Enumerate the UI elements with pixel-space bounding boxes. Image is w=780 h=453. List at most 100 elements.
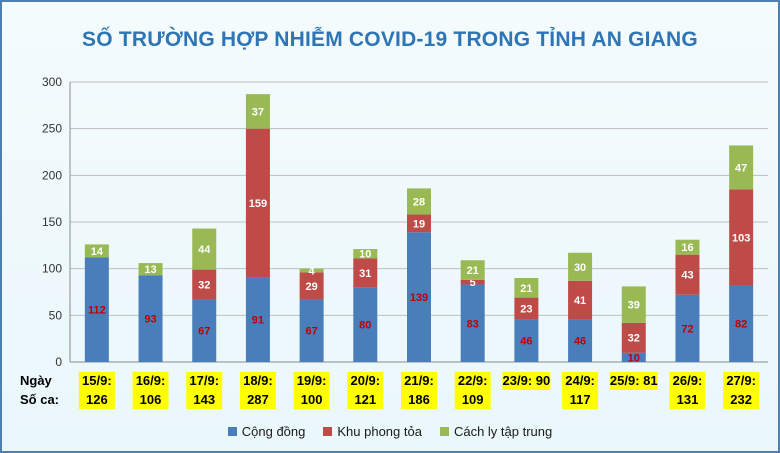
category-date-label: 21/9: (404, 373, 434, 388)
category-total-label: 109 (462, 392, 484, 407)
category-total-label: 186 (408, 392, 430, 407)
category-total-label: 126 (86, 392, 108, 407)
bar-segment-community (568, 319, 593, 362)
category-label-box (186, 372, 223, 409)
legend-swatch-community (227, 427, 237, 436)
bar-segment-community (675, 294, 700, 362)
bar-segment-community (192, 299, 217, 362)
data-label-community: 10 (628, 352, 640, 364)
data-label-community: 80 (359, 320, 371, 332)
category-label-box (502, 372, 551, 390)
category-total-label: 117 (570, 392, 591, 407)
data-label-community: 83 (467, 318, 479, 330)
data-label-lockdown: 29 (305, 281, 317, 293)
category-date-label: 16/9: (136, 373, 166, 388)
category-date-label: 20/9: (350, 373, 380, 388)
y-tick-label: 200 (42, 168, 62, 182)
bar-segment-lockdown (621, 322, 646, 353)
bar-segment-community (729, 285, 754, 362)
bar-segment-quarantine (729, 145, 754, 190)
category-label-box (562, 372, 599, 409)
bar-segment-lockdown (460, 279, 485, 285)
data-label-lockdown: 19 (413, 218, 425, 230)
data-label-quarantine: 37 (252, 106, 264, 118)
chart-title: SỐ TRƯỜNG HỢP NHIỄM COVID-19 TRONG TỈNH … (82, 28, 698, 51)
bar-segment-quarantine (353, 249, 378, 259)
data-label-community: 67 (305, 326, 317, 338)
category-date-label: 25/9: 81 (610, 373, 658, 388)
data-label-lockdown: 23 (520, 303, 532, 315)
data-label-community: 67 (198, 326, 210, 338)
bar-segment-community (245, 277, 270, 362)
bar-segment-lockdown (192, 269, 217, 300)
bar-segment-quarantine (675, 239, 700, 255)
data-label-community: 72 (681, 323, 693, 335)
legend-swatch-quarantine (439, 427, 449, 436)
legend-label-community: Cộng đồng (241, 424, 306, 439)
bar-segment-lockdown (514, 297, 539, 320)
category-total-label: 287 (247, 392, 269, 407)
data-label-lockdown: 41 (574, 295, 586, 307)
category-date-label: 17/9: (189, 373, 219, 388)
bar-segment-quarantine (192, 228, 217, 270)
category-label-box (239, 372, 276, 409)
data-label-quarantine: 13 (144, 264, 156, 276)
data-label-community: 46 (574, 336, 586, 348)
data-label-community: 46 (520, 336, 532, 348)
category-label-box (401, 372, 437, 409)
y-tick-label: 250 (42, 122, 62, 136)
y-tick-label: 0 (55, 355, 62, 369)
bar-segment-community (460, 284, 485, 362)
category-total-label: 131 (677, 392, 699, 407)
data-label-lockdown: 159 (249, 198, 267, 210)
bar-segment-quarantine (245, 94, 270, 129)
y-tick-label: 150 (42, 215, 62, 229)
category-label-box (347, 372, 384, 409)
data-label-quarantine: 21 (520, 283, 532, 295)
bar-segment-quarantine (407, 188, 431, 215)
category-date-label: 23/9: 90 (503, 373, 551, 388)
bar-segment-community (353, 287, 378, 362)
category-total-label: 143 (193, 392, 215, 407)
category-label-box (293, 372, 330, 409)
data-label-lockdown: 32 (628, 333, 640, 345)
bar-segment-community (407, 232, 431, 362)
category-date-label: 24/9: (565, 373, 595, 388)
y-tick-label: 300 (42, 75, 62, 89)
data-label-quarantine: 4 (309, 266, 316, 278)
category-label-box (78, 372, 115, 409)
bar-segment-quarantine (138, 263, 163, 276)
category-label-box (454, 372, 491, 409)
bar-segment-lockdown (407, 214, 431, 233)
bar-segment-lockdown (299, 272, 324, 300)
bar-segment-quarantine (621, 286, 646, 323)
bar-segment-quarantine (460, 260, 485, 280)
data-label-quarantine: 10 (359, 249, 371, 261)
bar-segment-community (84, 257, 109, 362)
category-date-label: 27/9: (726, 373, 756, 388)
legend: Cộng đồng Khu phong tỏa Cách ly tập trun… (0, 424, 780, 439)
data-label-lockdown: 5 (470, 277, 476, 289)
bar-segment-lockdown (353, 258, 378, 288)
legend-item-community: Cộng đồng (227, 424, 306, 439)
data-label-quarantine: 28 (413, 196, 425, 208)
data-label-quarantine: 14 (91, 246, 104, 258)
y-tick-label: 50 (49, 308, 63, 322)
bar-segment-quarantine (84, 244, 109, 258)
category-label-box (669, 372, 706, 409)
data-label-community: 93 (144, 314, 156, 326)
bar-segment-quarantine (299, 268, 324, 273)
bar-segment-quarantine (514, 278, 539, 298)
category-label-box (132, 372, 169, 409)
bar-segment-community (621, 352, 646, 362)
y-tick-label: 100 (42, 262, 62, 276)
category-label-box (609, 372, 658, 390)
data-label-community: 112 (88, 305, 106, 317)
row-label-cases: Số ca: (20, 392, 60, 407)
data-label-quarantine: 44 (198, 244, 211, 256)
bar-segment-community (514, 319, 539, 362)
category-date-label: 26/9: (673, 373, 703, 388)
category-total-label: 100 (301, 392, 323, 407)
bar-segment-lockdown (245, 128, 270, 278)
